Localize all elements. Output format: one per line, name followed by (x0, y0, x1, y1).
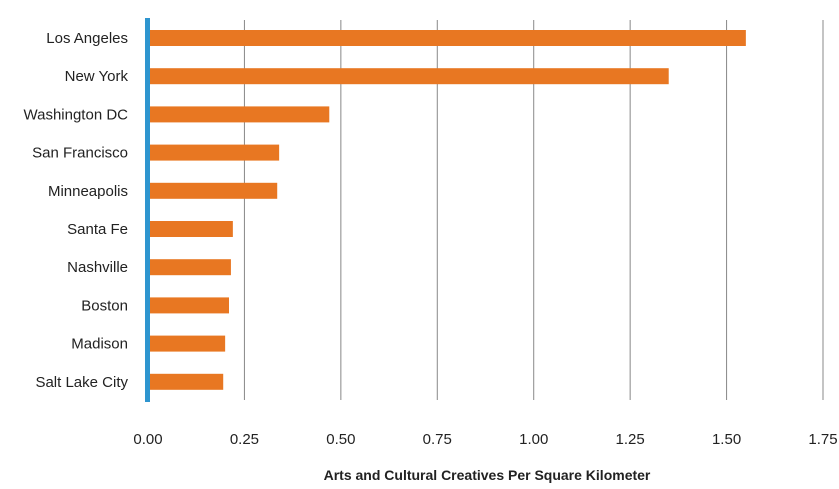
category-label: Santa Fe (67, 221, 128, 238)
category-label: San Francisco (32, 145, 128, 162)
bar (148, 182, 278, 199)
x-tick-label: 1.00 (519, 431, 548, 448)
bar (148, 335, 226, 352)
bar (148, 373, 224, 390)
x-axis-title: Arts and Cultural Creatives Per Square K… (324, 467, 651, 483)
y-axis (145, 18, 150, 402)
x-tick-label: 1.75 (808, 431, 837, 448)
y-axis-line (145, 18, 150, 402)
x-tick-labels: 0.00 0.25 0.50 0.75 1.00 1.25 1.50 1.75 (133, 431, 837, 448)
bar (148, 297, 229, 314)
x-tick-label: 0.50 (326, 431, 355, 448)
category-label: Minneapolis (48, 183, 128, 200)
bar (148, 68, 669, 85)
category-labels: Los Angeles New York Washington DC San Fran… (24, 30, 129, 391)
x-tick-label: 0.00 (133, 431, 162, 448)
category-label: Los Angeles (46, 30, 128, 47)
bars (148, 30, 746, 390)
x-tick-label: 0.75 (423, 431, 452, 448)
category-label: Salt Lake City (35, 374, 128, 391)
bar (148, 106, 330, 123)
category-label: Boston (81, 297, 128, 314)
category-label: Washington DC (24, 106, 129, 123)
bar (148, 30, 746, 46)
x-tick-label: 0.25 (230, 431, 259, 448)
x-tick-label: 1.50 (712, 431, 741, 448)
x-tick-label: 1.25 (616, 431, 645, 448)
category-label: New York (65, 68, 129, 85)
category-label: Nashville (67, 259, 128, 276)
bar (148, 221, 233, 237)
bar (148, 259, 231, 276)
bar (148, 144, 280, 161)
category-label: Madison (71, 336, 128, 353)
